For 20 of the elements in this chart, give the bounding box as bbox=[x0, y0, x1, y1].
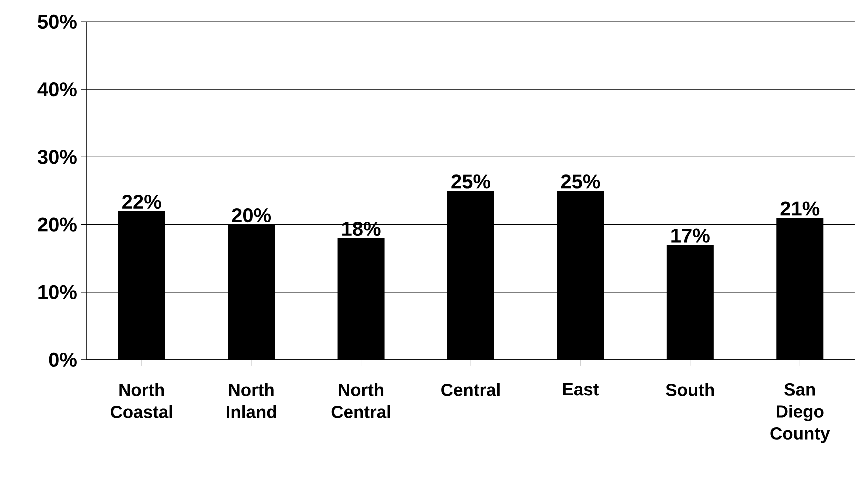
y-tick-label: 20% bbox=[38, 218, 77, 232]
x-tick-label: East bbox=[563, 384, 599, 396]
y-tick-label: 50% bbox=[38, 14, 77, 30]
x-tick-label: North Coastal bbox=[110, 384, 172, 418]
x-tick-label: South bbox=[666, 384, 714, 396]
data-label: 22% bbox=[122, 194, 162, 210]
y-tick-label: 30% bbox=[38, 150, 77, 164]
data-label: 18% bbox=[342, 222, 381, 236]
data-label: 25% bbox=[452, 174, 490, 189]
x-tick-label: North Inland bbox=[226, 384, 276, 418]
y-tick-label: 10% bbox=[38, 285, 77, 300]
x-tick-label: San Diego County bbox=[770, 384, 830, 444]
data-label: 21% bbox=[780, 202, 820, 216]
y-tick-label: 40% bbox=[38, 82, 77, 97]
x-tick-label: North Central bbox=[332, 384, 390, 418]
data-label: 25% bbox=[561, 174, 600, 189]
x-tick-label: Central bbox=[442, 384, 500, 396]
y-tick-label: 0% bbox=[49, 352, 77, 368]
data-label: 17% bbox=[672, 228, 710, 243]
data-label: 20% bbox=[232, 208, 272, 223]
